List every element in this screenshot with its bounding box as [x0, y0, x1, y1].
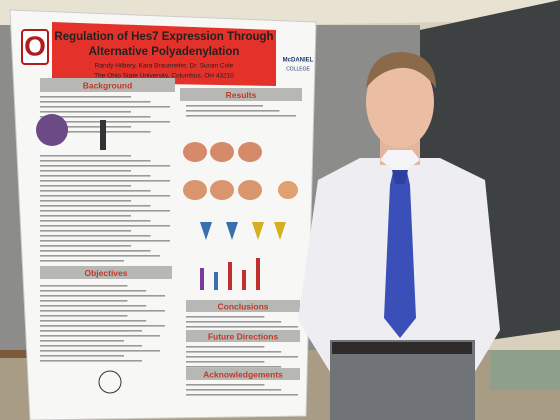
text-line	[40, 185, 131, 187]
results-images	[183, 142, 298, 290]
text-line	[40, 335, 160, 337]
affiliation: The Ohio State University, Columbus, OH …	[94, 73, 234, 80]
text-line	[40, 131, 151, 133]
text-line	[186, 361, 265, 363]
text-line	[40, 235, 151, 237]
text-line	[186, 366, 282, 368]
text-line	[40, 205, 151, 207]
text-line	[186, 389, 282, 391]
text-line	[40, 101, 151, 103]
text-line	[186, 105, 263, 107]
text-line	[40, 325, 124, 327]
text-line	[40, 360, 142, 362]
text-line	[186, 384, 265, 386]
section-header	[186, 330, 300, 342]
text-line	[40, 96, 131, 98]
text-line	[40, 300, 128, 302]
text-line	[40, 155, 131, 157]
text-line	[186, 346, 265, 348]
chair	[490, 350, 560, 390]
poster-sections: Background Results Objectives Conclusions Fu…	[40, 78, 302, 396]
text-line	[40, 250, 142, 252]
text-line	[40, 310, 165, 312]
text-line	[40, 180, 170, 182]
text-line	[40, 330, 142, 332]
section-header	[186, 300, 300, 312]
text-line	[40, 350, 160, 352]
embryo-image	[36, 114, 68, 146]
text-line	[40, 245, 124, 247]
authors: Randy Hilbery, Kara Braunreiter, Dr. Sus…	[95, 63, 234, 70]
text-line	[40, 305, 147, 307]
section-header	[186, 368, 300, 380]
text-line	[40, 260, 124, 262]
college-logo: COLLEGE	[286, 66, 310, 72]
text-line	[40, 200, 131, 202]
text-line	[40, 240, 170, 242]
college-logo: McDANIEL	[283, 58, 314, 64]
text-line	[40, 355, 124, 357]
text-line	[40, 111, 131, 113]
section-title: Acknowledgements	[203, 369, 283, 379]
section-header	[40, 266, 172, 279]
section-title: Objectives	[85, 268, 128, 278]
title: Regulation of Hes7 Expression Through	[54, 31, 273, 43]
text-line	[40, 170, 131, 172]
section-header	[180, 88, 302, 101]
text-line	[40, 210, 170, 212]
section-title: Background	[83, 80, 133, 90]
text-line	[40, 320, 147, 322]
title: Alternative Polyadenylation	[89, 46, 240, 58]
text-line	[40, 106, 170, 108]
section-header	[40, 78, 175, 92]
diagram	[98, 370, 122, 394]
logo: O	[24, 30, 46, 61]
text-line	[186, 356, 298, 358]
text-line	[40, 340, 124, 342]
text-line	[40, 230, 131, 232]
text-line	[186, 110, 280, 112]
table-edge	[0, 350, 40, 358]
text-line	[40, 220, 151, 222]
text-line	[40, 160, 151, 162]
title-banner	[52, 22, 276, 86]
text-line	[40, 225, 170, 227]
text-line	[40, 195, 170, 197]
text-line	[186, 326, 298, 328]
text-line	[186, 351, 282, 353]
gel-image	[100, 120, 106, 150]
text-line	[186, 321, 282, 323]
text-line	[40, 116, 151, 118]
text-line	[40, 126, 131, 128]
text-line	[186, 115, 296, 117]
text-line	[40, 165, 170, 167]
text-line	[186, 316, 265, 318]
section-title: Future Directions	[208, 331, 279, 341]
text-line	[40, 295, 165, 297]
text-line	[40, 255, 160, 257]
section-title: Conclusions	[217, 301, 268, 311]
text-line	[40, 290, 147, 292]
section-title: Results	[226, 90, 257, 100]
text-line	[40, 285, 128, 287]
text-line	[40, 175, 151, 177]
text-line	[40, 315, 128, 317]
text-line	[40, 190, 151, 192]
logo-box	[21, 29, 49, 65]
text-line	[186, 394, 298, 396]
text-line	[40, 215, 131, 217]
person	[298, 52, 500, 420]
text-line	[40, 345, 142, 347]
